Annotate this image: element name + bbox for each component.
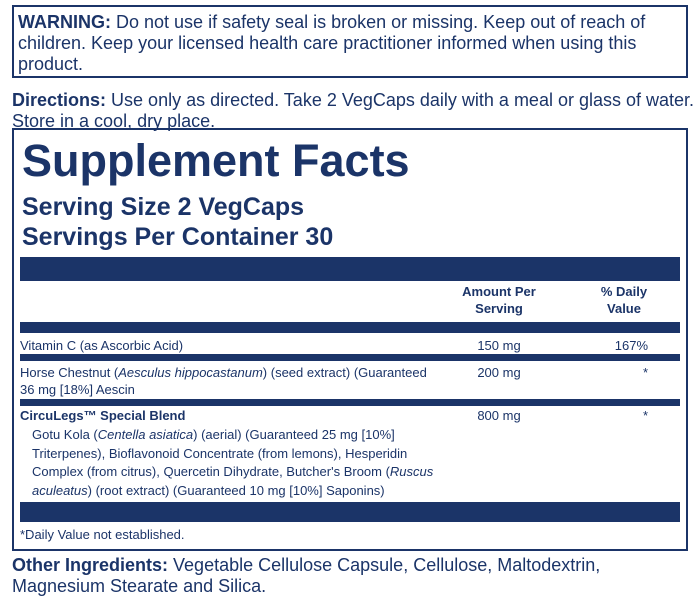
- detail-line: Triterpenes), Bioflavonoid Concentrate (…: [32, 445, 433, 464]
- name-line: Horse Chestnut (Aesculus hippocastanum) …: [20, 364, 427, 381]
- thin-bar: [20, 322, 680, 333]
- header-line: % Daily: [600, 284, 648, 299]
- text-segment: Aesculus hippocastanum: [118, 365, 263, 380]
- directions-label: Directions:: [12, 90, 107, 110]
- text-segment: ) (seed extract) (Guaranteed: [262, 365, 427, 380]
- text-segment: Triterpenes), Bioflavonoid Concentrate (…: [32, 445, 408, 461]
- daily-value: *: [642, 408, 648, 423]
- directions-line: Use only as directed. Take 2 VegCaps dai…: [111, 90, 695, 110]
- amount: 200 mg: [477, 365, 521, 380]
- text-segment: Complex (from citrus), Quercetin Dihydra…: [32, 464, 390, 479]
- facts-title: Supplement Facts: [22, 135, 410, 186]
- row-divider: [20, 354, 680, 361]
- facts-panel: Supplement Facts Serving Size 2 VegCaps …: [12, 128, 688, 551]
- detail-line: Gotu Kola (Centella asiatica) (aerial) (…: [32, 426, 433, 445]
- ingredients-line: Vegetable Cellulose Capsule, Cellulose, …: [173, 555, 601, 575]
- header-line: Amount Per: [462, 284, 536, 299]
- amount: 800 mg: [477, 408, 521, 423]
- text-segment: Vitamin C (as Ascorbic Acid): [20, 338, 184, 353]
- warning: WARNING: Do not use if safety seal is br…: [18, 12, 645, 75]
- header-line: Serving: [475, 301, 523, 316]
- other-ingredients: Other Ingredients: Vegetable Cellulose C…: [12, 555, 600, 597]
- text-segment: Centella asiatica: [97, 427, 194, 442]
- blend-detail: Gotu Kola (Centella asiatica) (aerial) (…: [32, 426, 433, 500]
- name-line: 36 mg [18%] Aescin: [20, 381, 427, 398]
- row-divider: [20, 399, 680, 406]
- servings-per-container: Servings Per Container 30: [22, 223, 334, 251]
- amount-header: Amount Per Serving: [449, 283, 549, 317]
- text-segment: ) (aerial) (Guaranteed 25 mg [10%]: [193, 427, 395, 442]
- header-line: Value: [607, 301, 641, 316]
- ingredient-name: Horse Chestnut (Aesculus hippocastanum) …: [20, 364, 427, 398]
- text-segment: 36 mg [18%] Aescin: [20, 382, 135, 397]
- text-segment: Ruscus: [389, 464, 434, 479]
- ingredient-name: Vitamin C (as Ascorbic Acid): [20, 337, 183, 354]
- text-segment: CircuLegs™ Special Blend: [20, 408, 186, 423]
- name-line: CircuLegs™ Special Blend: [20, 407, 185, 424]
- text-segment: Horse Chestnut (: [20, 365, 119, 380]
- serving-size: Serving Size 2 VegCaps: [22, 193, 305, 221]
- daily-value-header: % Daily Value: [574, 283, 674, 317]
- warning-label: WARNING:: [18, 12, 111, 32]
- directions: Directions: Use only as directed. Take 2…: [12, 90, 694, 132]
- ingredients-line: Magnesium Stearate and Silica.: [12, 576, 267, 596]
- warning-box: [12, 5, 688, 78]
- thick-bar: [20, 257, 680, 281]
- name-line: Vitamin C (as Ascorbic Acid): [20, 337, 183, 354]
- text-segment: aculeatus: [32, 482, 88, 498]
- thick-bar: [20, 502, 680, 522]
- daily-value: 167%: [614, 338, 648, 353]
- ingredient-name: CircuLegs™ Special Blend: [20, 407, 185, 424]
- detail-line: aculeatus) (root extract) (Guaranteed 10…: [32, 482, 433, 501]
- warning-line: children. Keep your licensed health care…: [18, 33, 637, 53]
- text-segment: Gotu Kola (: [32, 427, 98, 442]
- warning-line: Do not use if safety seal is broken or m…: [116, 12, 646, 32]
- footnote: *Daily Value not established.: [20, 527, 185, 542]
- text-segment: ) (root extract) (Guaranteed 10 mg [10%]…: [87, 482, 385, 498]
- amount: 150 mg: [477, 338, 521, 353]
- detail-line: Complex (from citrus), Quercetin Dihydra…: [32, 463, 433, 482]
- directions-line: Store in a cool, dry place.: [12, 111, 216, 131]
- daily-value: *: [642, 365, 648, 380]
- other-ingredients-label: Other Ingredients:: [12, 555, 169, 575]
- warning-line: product.: [18, 54, 84, 74]
